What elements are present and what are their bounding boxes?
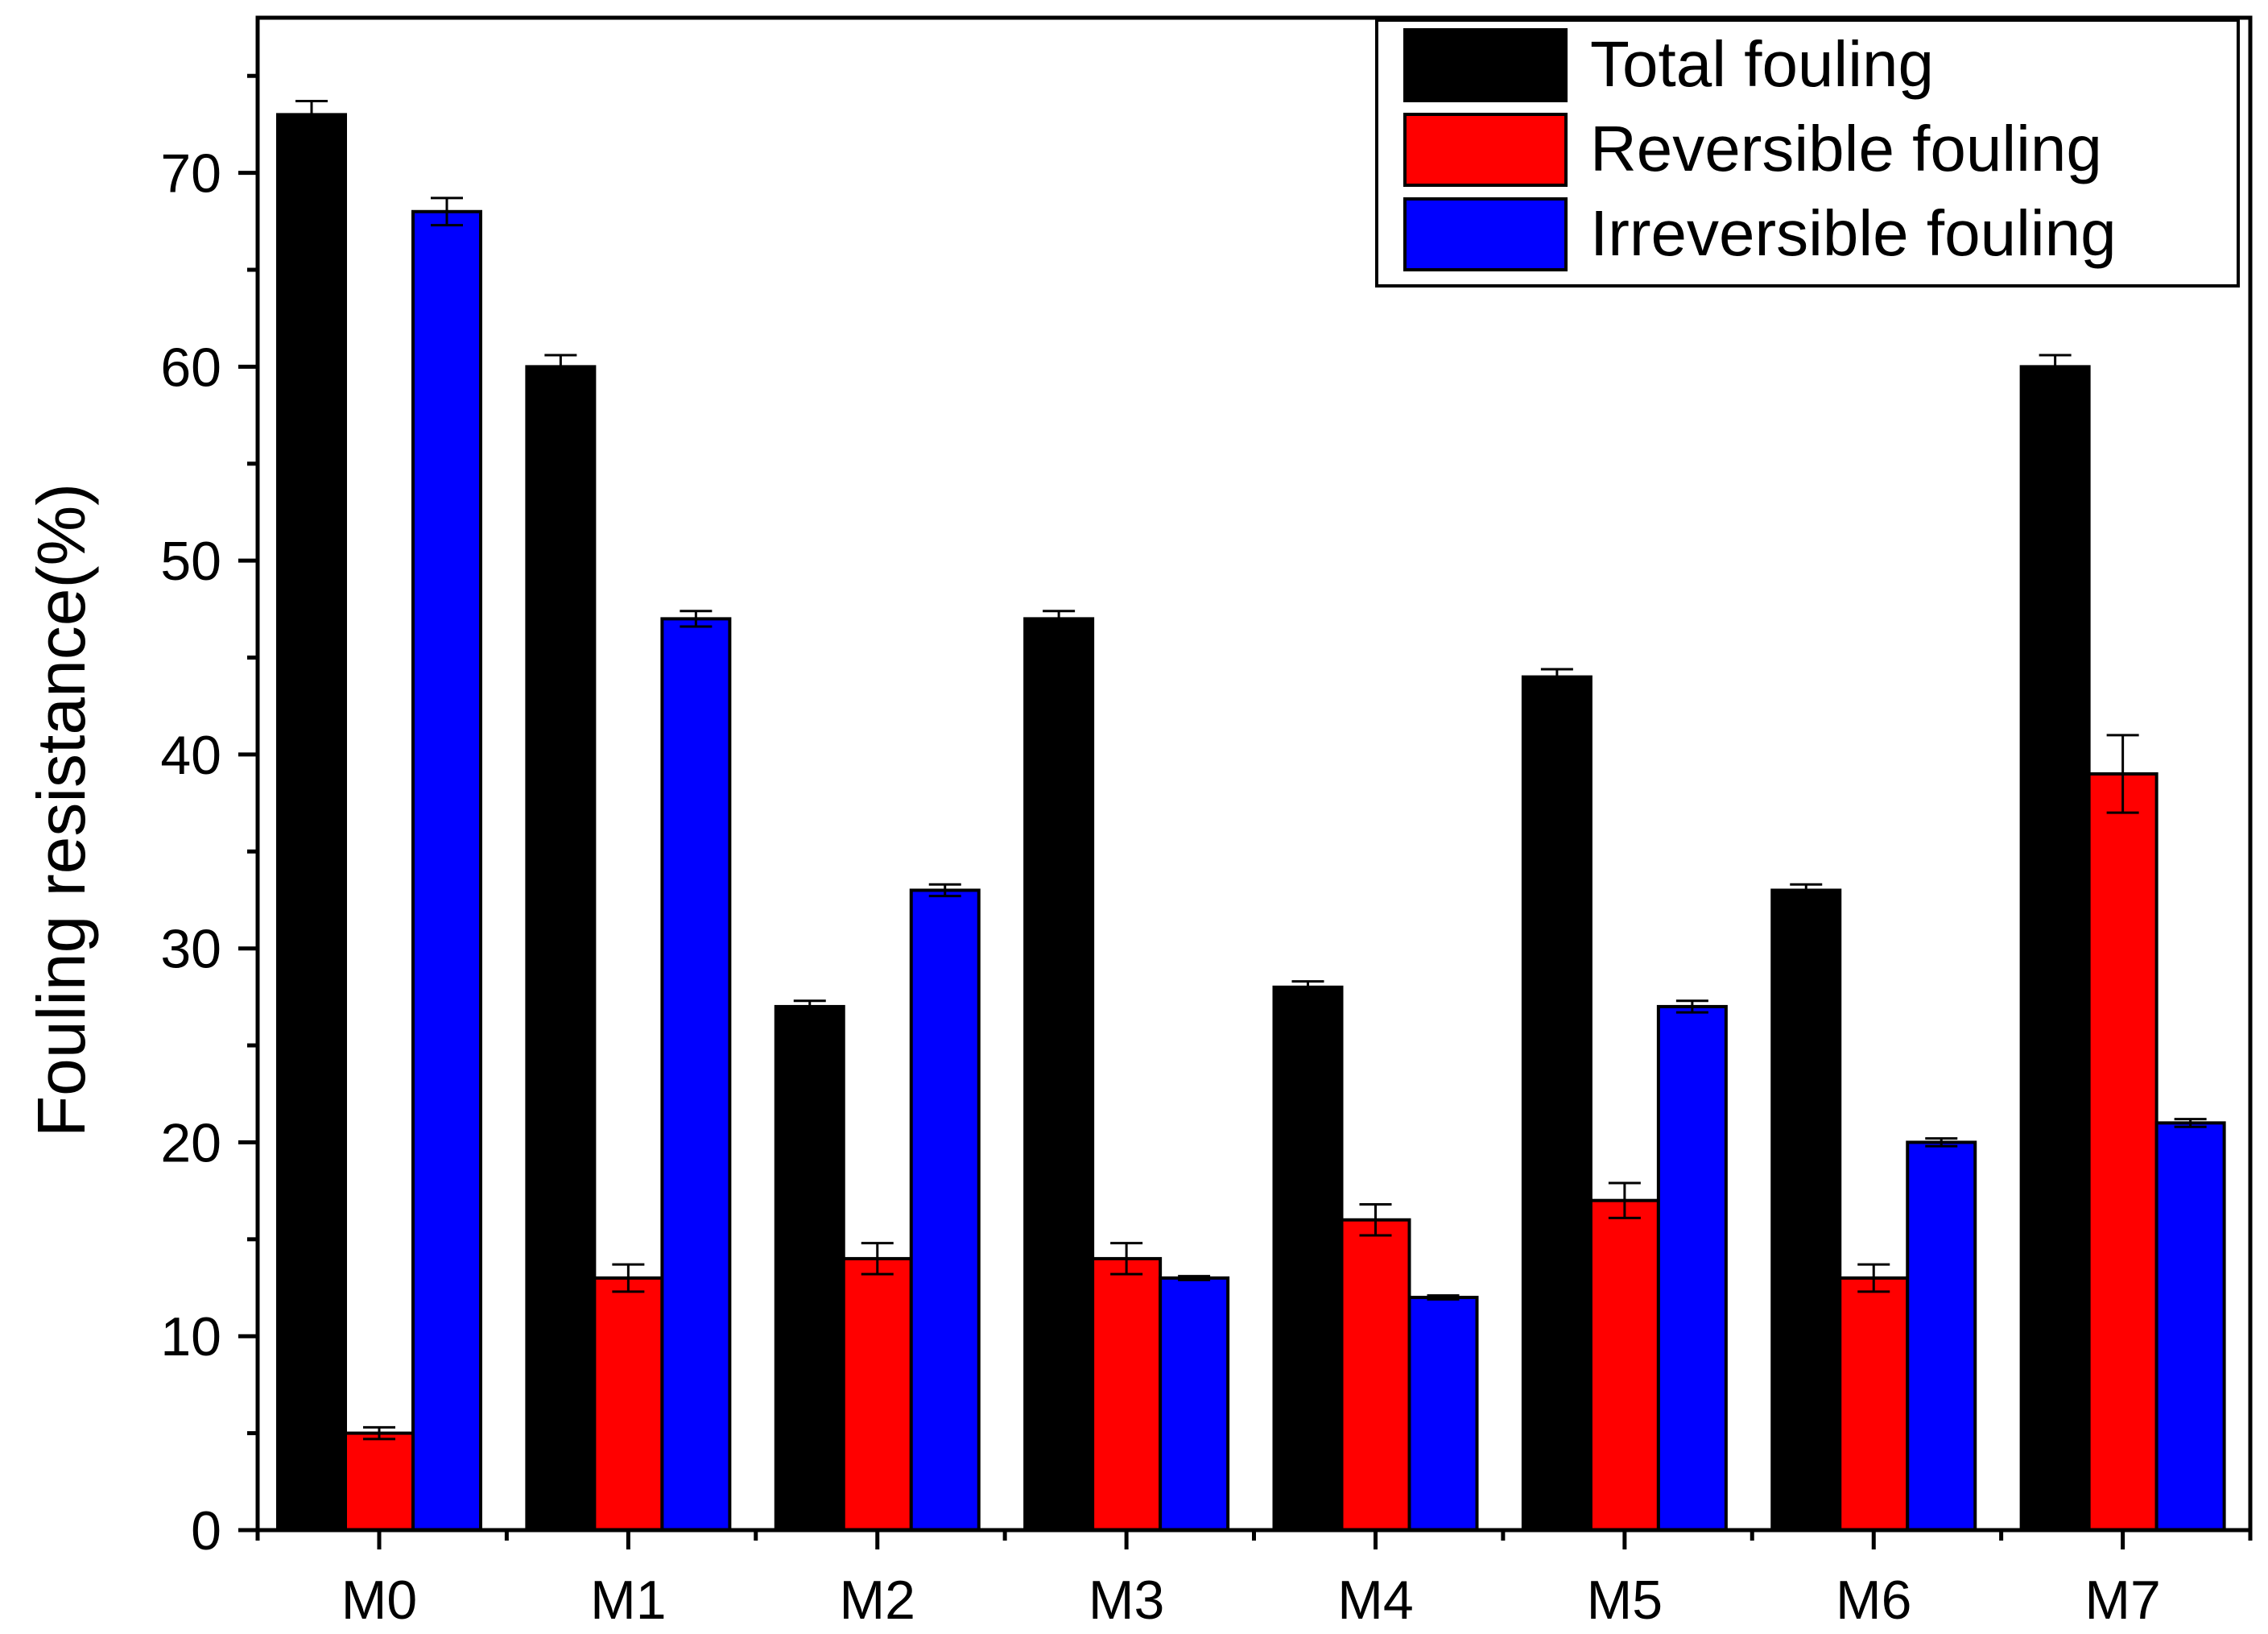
error-bar <box>1359 1203 1392 1237</box>
error-bar <box>861 1242 894 1276</box>
x-tick-label-m2: M2 <box>840 1570 915 1631</box>
error-bar <box>1608 1181 1641 1219</box>
error-bar <box>1675 999 1708 1014</box>
x-tick-label-m1: M1 <box>590 1570 666 1631</box>
y-tick-label: 70 <box>160 143 221 205</box>
legend-label-total-fouling: Total fouling <box>1590 28 1934 100</box>
legend-label-irreversible-fouling: Irreversible fouling <box>1590 197 2117 269</box>
x-tick-label-m4: M4 <box>1337 1570 1413 1631</box>
bar-total-fouling-m1 <box>525 365 597 1532</box>
bar-total-fouling-m3 <box>1023 617 1095 1532</box>
bar-reversible-fouling-m5 <box>1588 1198 1660 1532</box>
x-tick-label-m3: M3 <box>1089 1570 1164 1631</box>
legend-label-reversible-fouling: Reversible fouling <box>1590 113 2102 184</box>
y-tick-label: 20 <box>160 1112 221 1173</box>
bar-total-fouling-m2 <box>774 1004 845 1532</box>
legend-swatch-irreversible-fouling <box>1403 197 1568 271</box>
legend: Total fouling Reversible fouling Irreversi… <box>1375 19 2240 288</box>
y-tick-label: 50 <box>160 531 221 592</box>
bar-total-fouling-m4 <box>1272 985 1344 1533</box>
y-axis-title: Fouling resistance(%) <box>23 483 99 1137</box>
error-bar <box>1790 883 1823 898</box>
bar-reversible-fouling-m4 <box>1340 1218 1411 1533</box>
error-bar <box>1110 1242 1143 1276</box>
error-bar <box>1540 668 1573 686</box>
bar-reversible-fouling-m0 <box>344 1431 415 1532</box>
error-bar <box>295 100 328 130</box>
error-bar <box>431 196 463 227</box>
bar-total-fouling-m6 <box>1770 888 1842 1532</box>
bar-reversible-fouling-m6 <box>1838 1276 1910 1532</box>
bar-total-fouling-m7 <box>2019 365 2091 1532</box>
bar-irreversible-fouling-m6 <box>1906 1140 1977 1532</box>
error-bar <box>928 883 961 898</box>
bar-total-fouling-m0 <box>276 113 347 1532</box>
bar-irreversible-fouling-m4 <box>1407 1296 1479 1532</box>
error-bar <box>363 1425 395 1441</box>
y-tick-label: 40 <box>160 725 221 786</box>
x-tick-label-m5: M5 <box>1587 1570 1663 1631</box>
bar-irreversible-fouling-m1 <box>660 617 732 1532</box>
error-bar <box>1427 1294 1460 1301</box>
error-bar <box>1291 980 1324 995</box>
x-tick-label-m7: M7 <box>2084 1570 2160 1631</box>
bar-total-fouling-m5 <box>1521 675 1593 1532</box>
y-tick-label: 0 <box>191 1500 221 1562</box>
y-tick-label: 60 <box>160 337 221 398</box>
bar-irreversible-fouling-m7 <box>2154 1121 2226 1533</box>
bar-reversible-fouling-m2 <box>841 1256 913 1533</box>
bar-irreversible-fouling-m3 <box>1159 1276 1230 1532</box>
error-bar <box>1857 1263 1890 1293</box>
error-bar <box>680 610 713 628</box>
x-axis: M0 M1 M2 M3 M4 M5 M6 M7 <box>255 1530 2253 1631</box>
error-bar <box>2174 1118 2207 1128</box>
bar-irreversible-fouling-m5 <box>1656 1004 1728 1532</box>
bar-reversible-fouling-m3 <box>1091 1256 1163 1533</box>
error-bar <box>793 999 826 1014</box>
error-bar <box>2106 734 2139 814</box>
x-tick-label-m0: M0 <box>341 1570 417 1631</box>
bar-irreversible-fouling-m2 <box>909 888 981 1532</box>
y-axis: 0 10 20 30 40 50 60 70 <box>160 73 258 1562</box>
y-tick-label: 10 <box>160 1306 221 1367</box>
error-bar <box>1925 1137 1958 1148</box>
error-bar <box>1043 610 1076 628</box>
error-bar <box>544 354 577 380</box>
bar-reversible-fouling-m7 <box>2087 772 2159 1532</box>
legend-swatch-total-fouling <box>1403 28 1568 102</box>
bar-reversible-fouling-m1 <box>593 1276 664 1532</box>
y-tick-label: 30 <box>160 919 221 980</box>
error-bar <box>2039 354 2072 380</box>
legend-swatch-reversible-fouling <box>1403 113 1568 187</box>
error-bar <box>1178 1275 1211 1281</box>
bar-irreversible-fouling-m0 <box>411 209 482 1532</box>
error-bar <box>612 1263 645 1293</box>
error-bars-layer <box>295 100 2207 1441</box>
x-tick-label-m6: M6 <box>1836 1570 1911 1631</box>
bars-layer <box>276 113 2226 1533</box>
